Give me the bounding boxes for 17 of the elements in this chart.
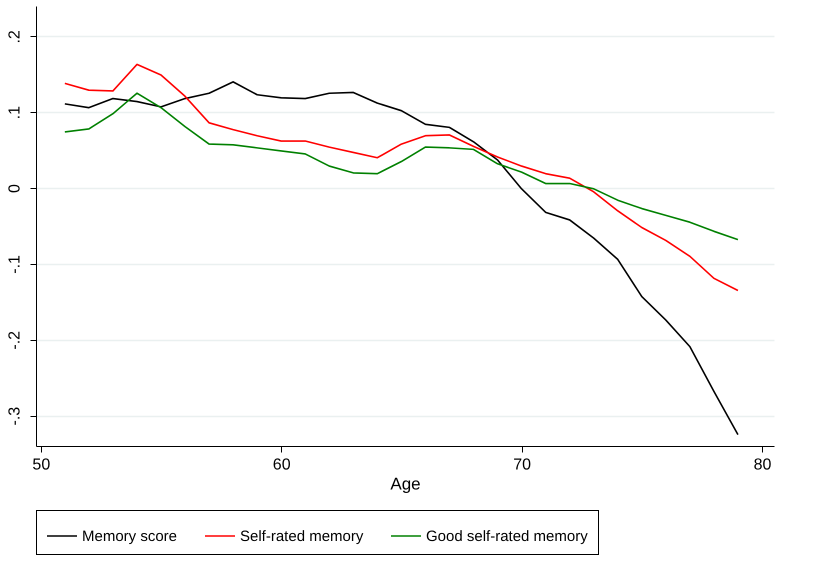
line-series [64, 81, 739, 436]
x-axis-title: Age [390, 474, 421, 494]
y-tick-label: -.1 [6, 254, 24, 274]
y-tick-label: .2 [6, 30, 24, 44]
legend-label: Self-rated memory [240, 528, 364, 545]
line-series [64, 64, 739, 292]
x-tick-label: 80 [754, 456, 772, 474]
legend-label: Good self-rated memory [426, 528, 588, 545]
line-series [64, 92, 739, 240]
x-tick-label: 70 [513, 456, 532, 474]
x-tick-label: 50 [32, 456, 50, 474]
legend-label: Memory score [82, 528, 178, 545]
y-tick-label: 0 [6, 184, 24, 194]
y-tick-label: -.2 [6, 330, 24, 350]
y-tick-label: .1 [6, 106, 24, 120]
y-tick-label: -.3 [6, 406, 24, 426]
x-tick-label: 60 [272, 456, 291, 474]
